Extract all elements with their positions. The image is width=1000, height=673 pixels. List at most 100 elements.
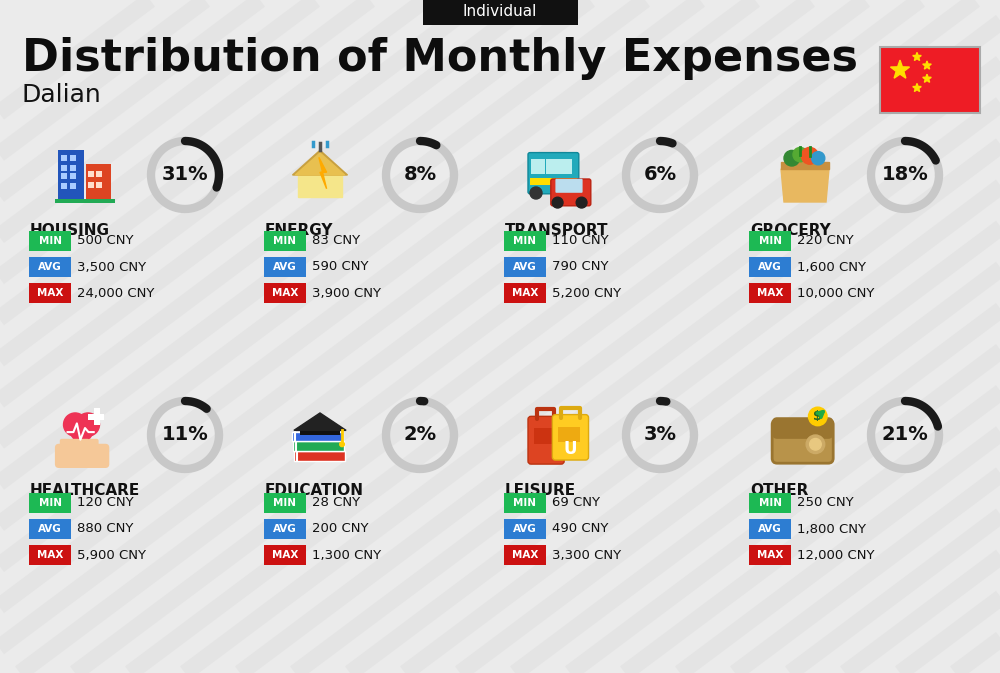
Circle shape [808, 407, 827, 426]
FancyBboxPatch shape [749, 257, 791, 277]
FancyBboxPatch shape [88, 171, 94, 177]
FancyBboxPatch shape [96, 171, 102, 177]
FancyBboxPatch shape [29, 257, 71, 277]
Text: Distribution of Monthly Expenses: Distribution of Monthly Expenses [22, 36, 858, 79]
FancyBboxPatch shape [78, 439, 89, 453]
Circle shape [340, 442, 344, 447]
FancyBboxPatch shape [555, 179, 583, 192]
Circle shape [76, 413, 100, 436]
FancyBboxPatch shape [264, 545, 306, 565]
Text: EDUCATION: EDUCATION [265, 483, 364, 498]
FancyBboxPatch shape [504, 519, 546, 539]
Text: 110 CNY: 110 CNY [552, 234, 609, 248]
Polygon shape [913, 52, 921, 61]
Text: MAX: MAX [37, 550, 63, 560]
Text: 3,500 CNY: 3,500 CNY [77, 260, 146, 273]
Text: 500 CNY: 500 CNY [77, 234, 134, 248]
Text: HEALTHCARE: HEALTHCARE [30, 483, 140, 498]
Text: GROCERY: GROCERY [750, 223, 831, 238]
FancyBboxPatch shape [29, 231, 71, 251]
Text: 69 CNY: 69 CNY [552, 497, 600, 509]
Text: 3%: 3% [644, 425, 676, 444]
Polygon shape [292, 150, 348, 175]
Text: 200 CNY: 200 CNY [312, 522, 368, 536]
Polygon shape [319, 157, 327, 188]
Text: 1,800 CNY: 1,800 CNY [797, 522, 866, 536]
FancyBboxPatch shape [528, 153, 579, 194]
FancyBboxPatch shape [504, 493, 546, 513]
FancyBboxPatch shape [61, 155, 67, 162]
Text: 11%: 11% [162, 425, 208, 444]
FancyBboxPatch shape [504, 283, 546, 303]
FancyBboxPatch shape [531, 159, 545, 174]
Text: 31%: 31% [162, 166, 208, 184]
Polygon shape [294, 413, 346, 430]
FancyBboxPatch shape [504, 257, 546, 277]
Text: MIN: MIN [759, 498, 782, 508]
FancyBboxPatch shape [70, 182, 76, 188]
Text: MIN: MIN [514, 498, 536, 508]
Text: 120 CNY: 120 CNY [77, 497, 134, 509]
Text: 18%: 18% [882, 166, 928, 184]
Text: 83 CNY: 83 CNY [312, 234, 360, 248]
Circle shape [552, 197, 563, 208]
Text: MAX: MAX [272, 288, 298, 298]
FancyBboxPatch shape [534, 428, 557, 444]
Polygon shape [923, 74, 931, 82]
Text: 5,200 CNY: 5,200 CNY [552, 287, 621, 299]
FancyBboxPatch shape [55, 444, 109, 468]
Text: MIN: MIN [38, 236, 62, 246]
Circle shape [810, 439, 821, 450]
Circle shape [793, 147, 807, 162]
FancyBboxPatch shape [528, 417, 564, 464]
Text: 28 CNY: 28 CNY [312, 497, 360, 509]
FancyBboxPatch shape [293, 441, 344, 451]
FancyBboxPatch shape [264, 283, 306, 303]
FancyBboxPatch shape [559, 159, 572, 174]
Text: 590 CNY: 590 CNY [312, 260, 368, 273]
FancyBboxPatch shape [70, 174, 76, 180]
Text: TRANSPORT: TRANSPORT [505, 223, 608, 238]
Text: 24,000 CNY: 24,000 CNY [77, 287, 154, 299]
FancyBboxPatch shape [88, 439, 99, 453]
Text: AVG: AVG [273, 524, 297, 534]
FancyBboxPatch shape [61, 165, 67, 170]
FancyBboxPatch shape [88, 182, 94, 188]
Polygon shape [890, 60, 910, 78]
Text: AVG: AVG [513, 262, 537, 272]
Text: 1,600 CNY: 1,600 CNY [797, 260, 866, 273]
Circle shape [806, 435, 825, 454]
Text: MAX: MAX [757, 550, 783, 560]
FancyBboxPatch shape [70, 155, 76, 162]
FancyBboxPatch shape [264, 231, 306, 251]
FancyBboxPatch shape [264, 519, 306, 539]
Text: MIN: MIN [274, 498, 296, 508]
Text: 10,000 CNY: 10,000 CNY [797, 287, 874, 299]
Text: Dalian: Dalian [22, 83, 102, 107]
FancyBboxPatch shape [749, 545, 791, 565]
Polygon shape [923, 61, 931, 69]
Text: MAX: MAX [512, 550, 538, 560]
Text: 490 CNY: 490 CNY [552, 522, 608, 536]
Polygon shape [781, 162, 829, 169]
Text: Individual: Individual [463, 3, 537, 18]
Text: MIN: MIN [514, 236, 536, 246]
Text: MAX: MAX [37, 288, 63, 298]
Text: $: $ [813, 410, 822, 423]
Polygon shape [64, 425, 100, 450]
FancyBboxPatch shape [749, 519, 791, 539]
FancyBboxPatch shape [70, 165, 76, 170]
Text: MAX: MAX [757, 288, 783, 298]
Text: MIN: MIN [759, 236, 782, 246]
Circle shape [812, 151, 825, 165]
FancyBboxPatch shape [94, 409, 100, 425]
Text: AVG: AVG [513, 524, 537, 534]
Text: ENERGY: ENERGY [265, 223, 334, 238]
Text: 6%: 6% [643, 166, 677, 184]
Polygon shape [781, 169, 829, 202]
Text: AVG: AVG [758, 524, 782, 534]
FancyBboxPatch shape [60, 439, 71, 453]
FancyBboxPatch shape [86, 164, 111, 200]
Circle shape [576, 197, 587, 208]
Text: MIN: MIN [38, 498, 62, 508]
